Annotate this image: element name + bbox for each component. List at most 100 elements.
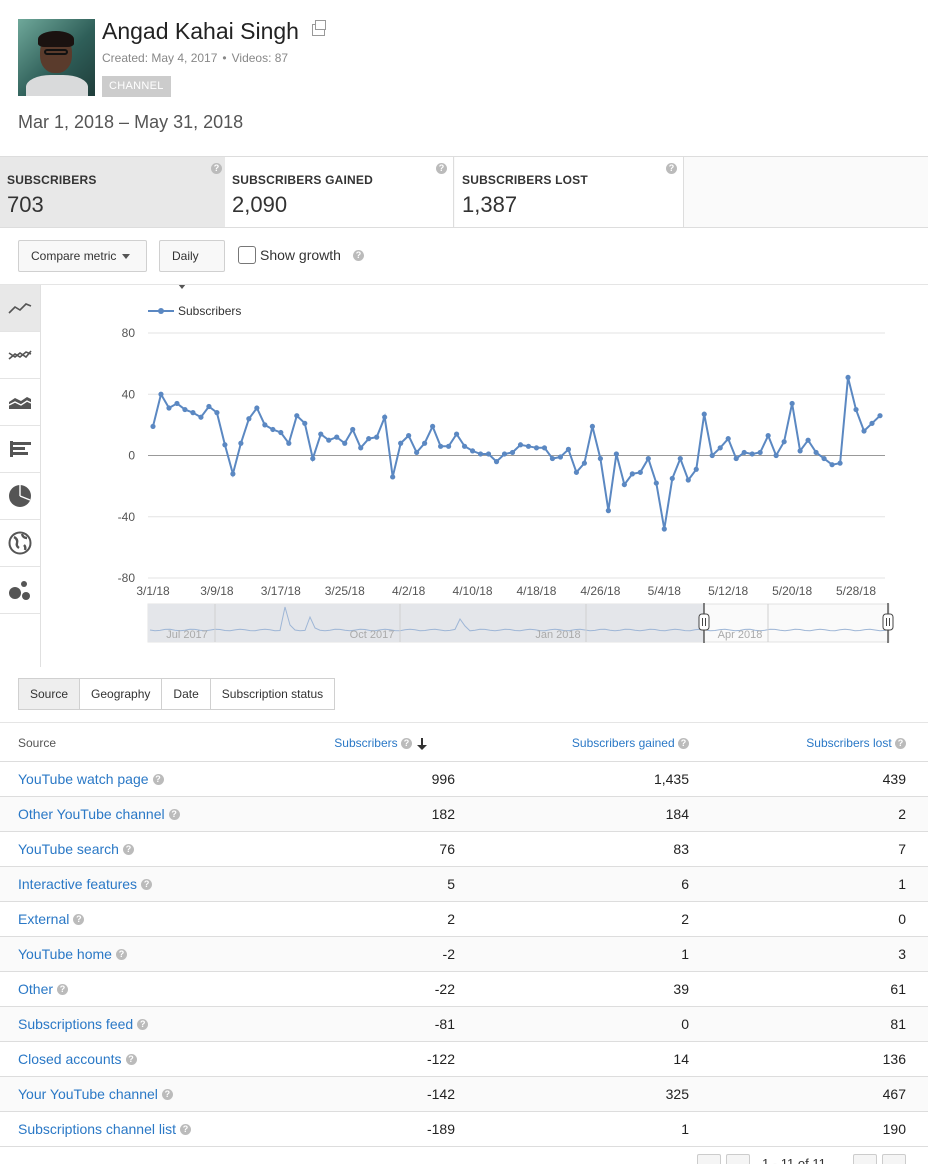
table-row[interactable]: Closed accounts? -122 14 136 [0,1042,928,1077]
data-point [797,448,803,454]
tab-date[interactable]: Date [161,678,211,710]
metric-tab-subscribers[interactable]: SUBSCRIBERS 703 ? [0,157,229,227]
table-row[interactable]: Other YouTube channel? 182 184 2 [0,797,928,832]
help-icon[interactable]: ? [73,913,85,925]
table-row[interactable]: External? 2 2 0 [0,902,928,937]
external-link-icon[interactable] [312,20,326,36]
table-row[interactable]: Your YouTube channel? -142 325 467 [0,1077,928,1112]
help-icon[interactable]: ? [436,163,447,174]
table-row[interactable]: Other? -22 39 61 [0,972,928,1007]
chart-panel: 80 40 0 -40 -80 3/1/18 3/9/18 3/17/18 3/25/18 4/2… [0,284,928,667]
help-icon[interactable]: ? [57,983,69,995]
line-chart-icon[interactable] [0,285,40,332]
source-link[interactable]: Interactive features? [18,876,153,892]
navigator-line [149,606,891,632]
navigator-handle[interactable] [698,613,710,631]
column-header-subscribers-lost[interactable]: Subscribers lost ? [806,736,906,750]
help-icon[interactable]: ? [678,738,689,750]
data-point [845,374,851,381]
channel-name[interactable]: Angad Kahai Singh [102,18,299,44]
column-header-subscribers[interactable]: Subscribers ? [334,736,427,750]
help-icon[interactable]: ? [125,1053,137,1065]
tab-subscription-status[interactable]: Subscription status [209,678,336,710]
help-icon[interactable]: ? [115,948,127,960]
show-growth-checkbox[interactable] [238,246,256,264]
subscribers-line-chart[interactable]: 80 40 0 -40 -803/1/18 3/9/18 3/17/18 3/25/18 4/2… [0,285,928,667]
interval-dropdown[interactable]: Daily [159,240,225,290]
help-icon[interactable]: ? [179,1123,191,1135]
source-link[interactable]: Subscriptions channel list? [18,1121,191,1137]
table-row[interactable]: Interactive features? 5 6 1 [0,867,928,902]
help-icon[interactable]: ? [141,878,153,890]
bar-chart-icon[interactable] [0,426,40,473]
subscribers-cell: -22 [434,981,455,997]
metric-tab-subscribers-gained[interactable]: SUBSCRIBERS GAINED 2,090 ? [225,157,454,227]
data-point [182,406,188,413]
data-point [150,423,156,430]
source-link[interactable]: YouTube search? [18,841,134,857]
tab-geography[interactable]: Geography [79,678,163,710]
pie-chart-icon[interactable] [0,473,40,520]
subscribers-cell: 182 [431,806,455,822]
help-icon[interactable]: ? [211,163,222,174]
data-point [350,426,356,433]
data-point [501,451,508,457]
data-point [342,440,348,446]
navigator-handle[interactable] [882,613,894,631]
compare-metric-dropdown[interactable]: Compare metric [18,240,147,272]
prev-page-button[interactable] [726,1154,750,1164]
column-header-subscribers-gained[interactable]: Subscribers gained ? [572,736,689,750]
globe-icon[interactable] [0,520,40,567]
show-growth-label[interactable]: Show growth [260,247,341,263]
help-icon[interactable]: ? [401,738,412,750]
subscribers-lost-cell: 61 [890,981,906,997]
channel-badge: CHANNEL [102,76,171,97]
tab-source[interactable]: Source [18,678,81,710]
subscribers-lost-cell: 1 [898,876,906,892]
last-page-button[interactable] [882,1154,906,1164]
help-icon[interactable]: ? [137,1018,149,1030]
subscribers-cell: 5 [447,876,455,892]
table-row[interactable]: YouTube watch page? 996 1,435 439 [0,762,928,797]
data-point [366,436,372,442]
source-link[interactable]: Subscriptions feed? [18,1016,149,1032]
source-link[interactable]: YouTube home? [18,946,127,962]
subscribers-cell: 76 [439,841,455,857]
compare-metric-label: Compare metric [31,249,117,263]
stacked-area-icon[interactable] [0,379,40,426]
metric-label: SUBSCRIBERS GAINED [232,173,373,187]
first-page-button[interactable] [697,1154,721,1164]
table-row[interactable]: Subscriptions channel list? -189 1 190 [0,1112,928,1147]
data-point [174,400,180,407]
table-row[interactable]: YouTube search? 76 83 7 [0,832,928,867]
bubble-chart-icon[interactable] [0,567,40,614]
subscribers-lost-cell: 2 [898,806,906,822]
table-row[interactable]: YouTube home? -2 1 3 [0,937,928,972]
help-icon[interactable]: ? [895,738,906,750]
source-link[interactable]: Your YouTube channel? [18,1086,173,1102]
metric-tab-subscribers-lost[interactable]: SUBSCRIBERS LOST 1,387 ? [455,157,684,227]
data-point [693,466,699,472]
next-page-button[interactable] [853,1154,877,1164]
help-icon[interactable]: ? [666,163,677,174]
help-icon[interactable]: ? [168,808,180,820]
help-icon[interactable]: ? [353,250,364,261]
source-link[interactable]: Other YouTube channel? [18,806,180,822]
table-row[interactable]: Subscriptions feed? -81 0 81 [0,1007,928,1042]
channel-avatar[interactable] [18,19,95,96]
data-point [190,410,196,416]
help-icon[interactable]: ? [161,1088,173,1100]
data-point [837,460,843,466]
data-point [222,442,228,448]
date-range[interactable]: Mar 1, 2018 – May 31, 2018 [18,112,244,132]
report-subtabs: Source Geography Date Subscription statu… [18,678,336,710]
x-tick-label: 5/4/18 [648,584,682,598]
multi-line-chart-icon[interactable] [0,332,40,379]
help-icon[interactable]: ? [122,843,134,855]
column-header-source[interactable]: Source [18,736,57,750]
source-link[interactable]: Other? [18,981,69,997]
source-link[interactable]: YouTube watch page? [18,771,164,787]
help-icon[interactable]: ? [152,773,164,785]
source-link[interactable]: External? [18,911,85,927]
source-link[interactable]: Closed accounts? [18,1051,137,1067]
